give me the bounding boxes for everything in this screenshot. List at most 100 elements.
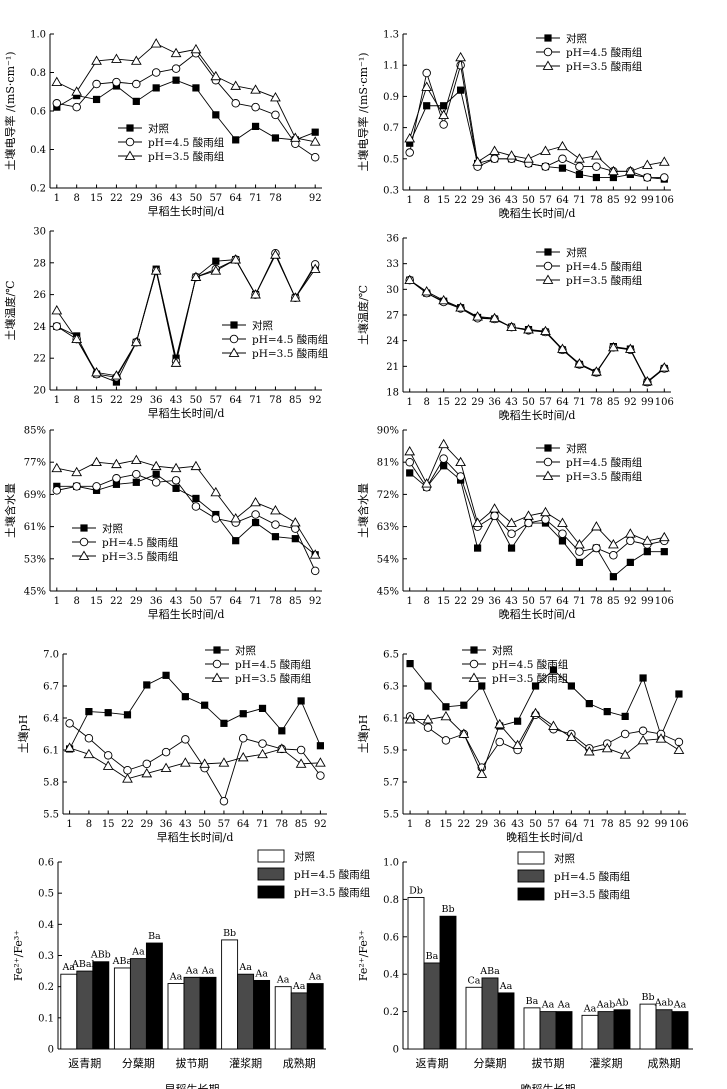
data-point — [558, 154, 567, 164]
x-tick-label: 50 — [529, 819, 542, 830]
x-tick-label: 29 — [130, 395, 143, 406]
data-point — [310, 566, 320, 576]
legend-item: pH=4.5 酸雨组 — [222, 333, 329, 346]
series-line — [409, 89, 665, 180]
x-tick-label: 22 — [121, 819, 134, 830]
legend-item: pH=4.5 酸雨组 — [536, 46, 643, 59]
x-tick-label: 78 — [590, 195, 603, 206]
x-tick-label: 15 — [440, 819, 453, 830]
y-tick-label: 0.6 — [38, 858, 54, 869]
legend-item: pH=4.5 酸雨组 — [205, 658, 312, 671]
x-tick-label: 71 — [573, 596, 586, 607]
legend-item: pH=3.5 酸雨组 — [536, 274, 643, 287]
data-point — [132, 470, 141, 479]
bar — [113, 967, 131, 1050]
legend-item: 对照 — [517, 851, 575, 865]
bar-significance-label: Aa — [201, 965, 215, 976]
data-point — [258, 739, 267, 748]
data-point — [210, 265, 222, 275]
series-1 — [65, 719, 325, 806]
data-point — [192, 84, 200, 92]
legend-marker — [125, 137, 135, 147]
data-point — [172, 484, 180, 492]
bar — [167, 983, 185, 1050]
bar-significance-label: Aa — [673, 1000, 687, 1011]
data-point — [220, 719, 228, 727]
bar-significance-label: Aa — [238, 962, 252, 973]
x-tick-label: 78 — [269, 395, 282, 406]
data-point — [658, 156, 670, 166]
y-tick-label: 18 — [386, 388, 399, 399]
y-tick-label: 81% — [377, 458, 399, 469]
legend-label: 对照 — [566, 246, 587, 259]
legend-item: pH=4.5 酸雨组 — [536, 456, 643, 469]
data-point — [406, 139, 414, 147]
x-tick-label: 15 — [102, 819, 115, 830]
x-tick-label: 8 — [423, 195, 429, 206]
category-label: 分蘖期 — [474, 1056, 507, 1070]
x-tick-label: 29 — [475, 819, 488, 830]
data-point — [655, 733, 667, 743]
data-point — [52, 322, 62, 331]
x-axis-title: 晚稻生长时间/d — [499, 206, 576, 220]
data-point — [530, 707, 541, 718]
bar — [306, 983, 324, 1050]
data-point — [558, 529, 567, 539]
series-line — [56, 79, 316, 141]
x-axis-title: 晚稻生长时间/d — [499, 408, 576, 422]
data-point — [472, 517, 483, 527]
data-point — [675, 690, 683, 698]
category-label: 返青期 — [416, 1057, 449, 1070]
data-point — [71, 333, 83, 343]
legend-item: 对照 — [118, 122, 169, 135]
x-tick-label: 57 — [209, 193, 222, 204]
data-point — [620, 729, 630, 739]
bar — [613, 1009, 631, 1050]
x-tick-label: 15 — [437, 397, 450, 408]
bar-significance-label: Aa — [62, 962, 76, 973]
bar — [129, 958, 147, 1050]
data-point — [603, 708, 611, 716]
y-tick-label: 28 — [33, 258, 46, 269]
data-point — [201, 701, 209, 709]
x-tick-label: 43 — [511, 819, 524, 830]
data-point — [271, 110, 280, 120]
y-axis-title: 土壤pH — [356, 715, 370, 754]
data-point — [192, 494, 200, 503]
legend-item: pH=3.5 酸雨组 — [536, 470, 643, 483]
data-point — [237, 751, 249, 762]
data-point — [123, 766, 132, 775]
x-tick-label: 15 — [90, 395, 103, 406]
chart-temp_early: 20 22 24 26 28 30 早稻生长时间/d 土壤温度/℃ 1 8 15 22 29 36 43 50… — [3, 227, 329, 421]
x-tick-label: 92 — [309, 596, 322, 607]
data-point — [161, 747, 171, 757]
data-point — [230, 80, 242, 90]
series-line — [409, 279, 665, 383]
data-point — [489, 145, 500, 155]
data-point — [71, 86, 83, 96]
y-tick-label: 36 — [386, 234, 399, 245]
data-point — [291, 535, 299, 543]
data-point — [406, 469, 414, 477]
data-point — [111, 458, 122, 469]
y-tick-label: 1.0 — [30, 30, 46, 41]
data-point — [123, 711, 132, 719]
data-point — [271, 533, 280, 541]
x-tick-label: 57 — [218, 819, 231, 830]
data-point — [574, 538, 585, 549]
data-point — [104, 709, 112, 717]
legend-marker — [80, 524, 88, 532]
y-axis-title: Fe²⁺/Fe³⁺ — [12, 930, 25, 981]
data-point — [423, 102, 431, 110]
bar — [465, 986, 483, 1050]
x-tick-label: 92 — [637, 819, 650, 830]
legend-item: pH=3.5 酸雨组 — [462, 672, 569, 685]
legend-label: pH=4.5 酸雨组 — [294, 868, 371, 881]
x-tick-label: 36 — [150, 395, 163, 406]
data-point — [271, 134, 280, 142]
y-tick-label: 0.4 — [383, 970, 399, 981]
x-tick-label: 29 — [130, 193, 143, 204]
chart-fe_late: 0 0.2 0.4 0.6 0.8 1.0 晚稻生长期 Fe²⁺/Fe³⁺ 返青期 分蘖期 拔节期 灌… — [357, 851, 693, 1089]
